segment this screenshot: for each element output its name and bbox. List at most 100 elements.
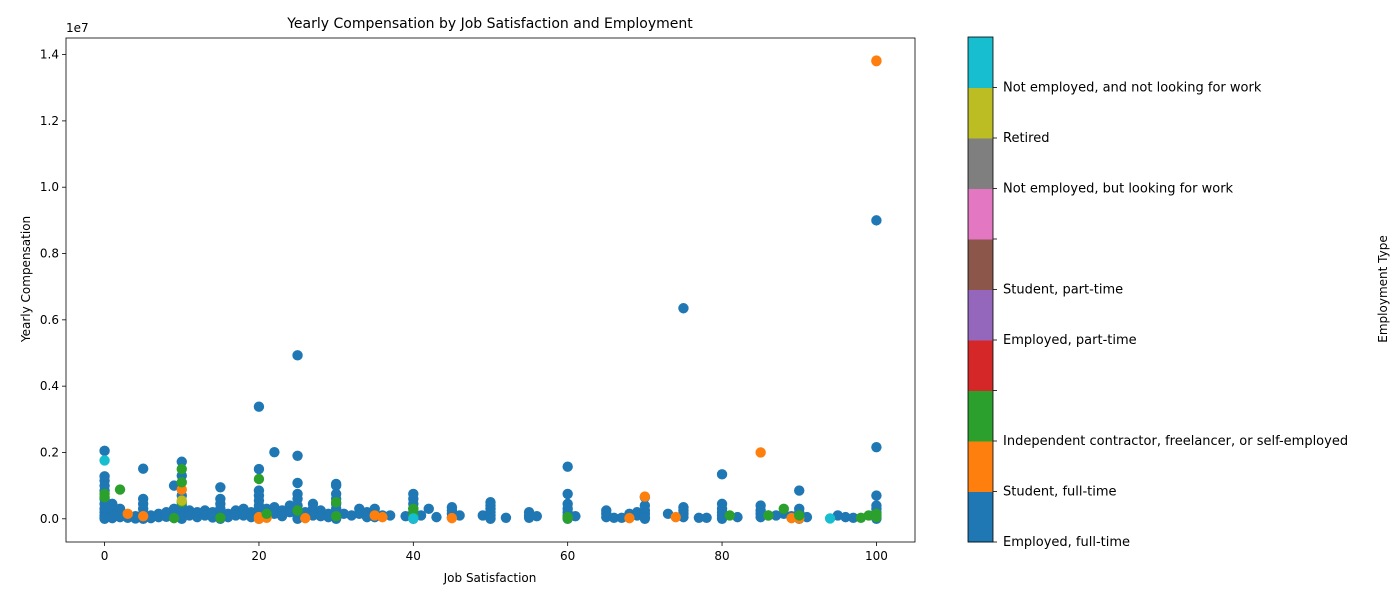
data-point (732, 511, 743, 523)
data-point (261, 508, 272, 520)
data-point (107, 512, 118, 524)
data-point (840, 511, 851, 523)
data-point (330, 510, 342, 522)
data-point (770, 510, 782, 521)
data-point (639, 491, 651, 502)
colorbar: Employed, full-time Student, full-time Ind… (967, 36, 1348, 550)
data-point (176, 484, 187, 495)
data-point (346, 510, 357, 521)
y-tick-label: 1.4 (40, 48, 59, 62)
data-point (377, 511, 388, 523)
data-point (122, 508, 133, 520)
data-point (601, 511, 612, 523)
data-point (292, 477, 303, 489)
data-point (168, 512, 180, 524)
plot-frame (65, 37, 916, 543)
data-point (871, 490, 882, 501)
data-point (369, 510, 380, 521)
colorbar-segment (968, 188, 993, 240)
data-point (292, 450, 303, 461)
x-tick-label: 20 (251, 549, 266, 563)
data-point (215, 482, 226, 493)
data-point (562, 461, 573, 472)
data-point (701, 512, 712, 523)
data-point (848, 512, 859, 523)
data-point (253, 463, 265, 475)
colorbar-segment (968, 87, 993, 139)
colorbar-tick-label: Independent contractor, freelancer, or s… (1003, 434, 1348, 449)
data-point (763, 510, 774, 521)
data-point (99, 445, 110, 457)
colorbar-tick-label: Retired (1003, 131, 1049, 146)
y-tick-label: 0.4 (40, 379, 59, 393)
data-point (99, 492, 110, 503)
y-tick-label: 0.6 (40, 313, 59, 327)
data-point (276, 510, 288, 522)
data-point (431, 511, 442, 523)
data-point (670, 511, 681, 523)
data-point (253, 513, 265, 524)
colorbar-tick-label: Not employed, but looking for work (1003, 182, 1234, 197)
data-point (176, 477, 187, 488)
data-point (871, 441, 882, 453)
data-point (794, 485, 805, 496)
data-point (863, 510, 874, 521)
data-point (485, 513, 496, 524)
data-point (423, 503, 434, 515)
x-tick-label: 60 (560, 549, 575, 563)
data-point (755, 447, 766, 458)
x-tick-label: 80 (714, 549, 729, 563)
data-point (608, 512, 620, 523)
data-point (624, 512, 635, 524)
data-point (724, 510, 735, 521)
colorbar-segment (968, 138, 993, 189)
data-point (153, 511, 164, 523)
data-point (99, 455, 110, 466)
data-point (523, 512, 535, 523)
data-point (176, 463, 187, 475)
data-point (408, 513, 419, 524)
colorbar-segment (968, 491, 993, 543)
plot-area (65, 37, 916, 543)
colorbar-segment (968, 340, 993, 391)
data-point (176, 495, 187, 506)
data-point (801, 511, 813, 523)
y-axis-offset-text: 1e7 (66, 21, 89, 35)
data-point (176, 456, 187, 467)
colorbar-tick-label: Student, part-time (1003, 283, 1123, 298)
data-point (446, 512, 458, 524)
data-point (330, 480, 342, 491)
colorbar-segment (968, 289, 993, 341)
data-point (253, 473, 265, 485)
x-tick-label: 40 (406, 549, 421, 563)
data-point (222, 511, 234, 523)
data-point (161, 511, 172, 522)
data-point (253, 401, 265, 412)
data-point (678, 303, 689, 314)
data-point (616, 512, 627, 523)
colorbar-tick-label: Not employed, and not looking for work (1003, 81, 1262, 96)
data-point (871, 215, 882, 226)
y-axis-label: Yearly Compensation (19, 216, 33, 343)
colorbar-segment (968, 37, 993, 88)
data-point (824, 513, 836, 524)
colorbar-tick-label: Employed, part-time (1003, 333, 1137, 348)
data-point (531, 510, 543, 522)
data-point (207, 512, 218, 523)
colorbar-segment (968, 390, 993, 442)
data-point (215, 512, 226, 523)
data-point (871, 56, 882, 67)
colorbar-label: Employment Type (1376, 235, 1390, 342)
data-point (137, 510, 149, 522)
y-tick-label: 1.2 (40, 114, 59, 128)
data-point (300, 512, 311, 524)
y-tick-label: 0.0 (40, 512, 59, 526)
data-point (292, 505, 303, 516)
data-point (562, 488, 573, 500)
data-point (192, 511, 203, 523)
data-point (716, 469, 728, 480)
data-point (269, 446, 280, 458)
y-axis: 0.0 0.2 0.4 0.6 0.8 1.0 1.2 1.4 (40, 48, 66, 526)
data-point (330, 497, 342, 508)
x-axis: 0 20 40 60 80 100 (101, 542, 888, 563)
